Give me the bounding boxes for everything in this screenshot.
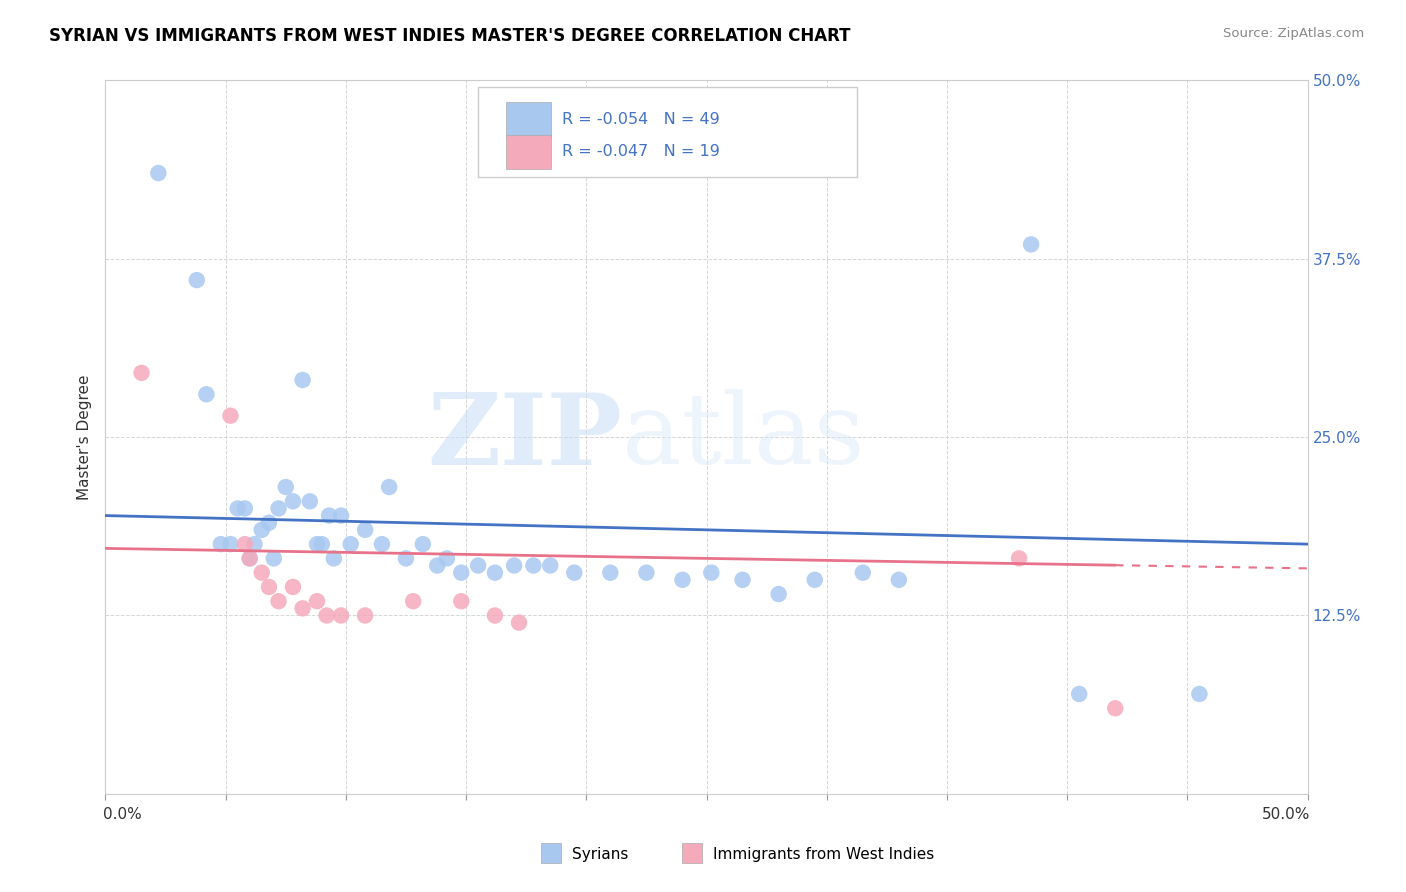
Point (599, 566, 621, 580)
Point (315, 608, 337, 623)
Point (298, 494, 321, 508)
Point (436, 551, 458, 566)
Point (562, 566, 585, 580)
Point (412, 537, 434, 551)
Point (354, 608, 377, 623)
Point (219, 409, 242, 423)
Point (250, 566, 273, 580)
Point (274, 480, 297, 494)
Point (281, 580, 304, 594)
Point (1019, 237, 1042, 252)
Y-axis label: Master's Degree: Master's Degree (77, 375, 93, 500)
Text: R = -0.047   N = 19: R = -0.047 N = 19 (562, 145, 720, 159)
Point (226, 501, 249, 516)
Point (852, 566, 875, 580)
Text: 50.0%: 50.0% (1261, 806, 1310, 822)
Point (233, 537, 256, 551)
Point (305, 537, 328, 551)
Point (484, 608, 506, 623)
Point (186, 273, 208, 287)
Text: Immigrants from West Indies: Immigrants from West Indies (713, 847, 934, 862)
Point (267, 501, 290, 516)
Point (322, 551, 344, 566)
Point (450, 594, 472, 608)
Point (305, 594, 328, 608)
Point (731, 573, 754, 587)
Point (538, 558, 561, 573)
Point (1069, 687, 1091, 701)
Point (1104, 701, 1126, 715)
Point (267, 594, 290, 608)
Point (195, 387, 218, 401)
Point (426, 558, 449, 573)
Point (339, 537, 361, 551)
Text: Syrians: Syrians (572, 847, 628, 862)
Point (484, 566, 506, 580)
Point (291, 601, 314, 615)
Point (257, 516, 280, 530)
Point (281, 494, 304, 508)
Text: ZIP: ZIP (427, 389, 623, 485)
FancyBboxPatch shape (478, 87, 856, 177)
Point (378, 480, 401, 494)
Point (887, 573, 910, 587)
Point (291, 373, 314, 387)
Point (467, 558, 489, 573)
Point (354, 523, 377, 537)
Text: SYRIAN VS IMMIGRANTS FROM WEST INDIES MASTER'S DEGREE CORRELATION CHART: SYRIAN VS IMMIGRANTS FROM WEST INDIES MA… (49, 27, 851, 45)
Point (450, 566, 472, 580)
Point (1188, 687, 1211, 701)
Point (508, 615, 530, 630)
Text: R = -0.054   N = 49: R = -0.054 N = 49 (562, 112, 720, 127)
Point (239, 551, 262, 566)
FancyBboxPatch shape (506, 103, 551, 136)
Point (131, 366, 153, 380)
Point (239, 551, 262, 566)
Point (1008, 551, 1031, 566)
Point (318, 508, 340, 523)
Point (395, 551, 418, 566)
Point (522, 558, 544, 573)
Point (148, 166, 170, 180)
Point (233, 501, 256, 516)
Point (311, 537, 333, 551)
Point (671, 573, 693, 587)
Point (263, 551, 285, 566)
Point (243, 537, 266, 551)
Point (330, 608, 353, 623)
Text: Source: ZipAtlas.com: Source: ZipAtlas.com (1223, 27, 1364, 40)
Point (768, 587, 790, 601)
Point (209, 537, 232, 551)
FancyBboxPatch shape (506, 135, 551, 169)
Text: atlas: atlas (623, 389, 865, 485)
Point (250, 523, 273, 537)
Text: 0.0%: 0.0% (103, 806, 142, 822)
Point (700, 566, 723, 580)
Point (330, 508, 353, 523)
Point (402, 594, 425, 608)
Point (219, 537, 242, 551)
Point (503, 558, 526, 573)
Point (803, 573, 825, 587)
Point (257, 580, 280, 594)
Point (636, 566, 658, 580)
Point (371, 537, 394, 551)
